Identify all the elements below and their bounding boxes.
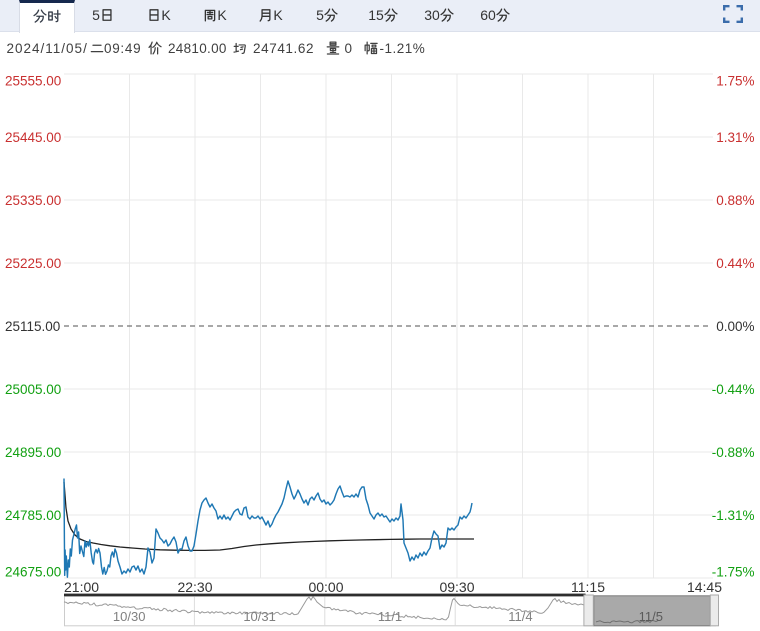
svg-text:22:30: 22:30 (177, 579, 212, 595)
svg-text:00:00: 00:00 (308, 579, 343, 595)
svg-text:25555.00: 25555.00 (5, 74, 61, 89)
svg-text:0.00%: 0.00% (716, 319, 754, 334)
svg-text:21:00: 21:00 (64, 579, 99, 595)
svg-text:25445.00: 25445.00 (5, 130, 61, 145)
svg-text:1.31%: 1.31% (716, 130, 754, 145)
svg-text:-0.44%: -0.44% (712, 382, 755, 397)
svg-text:0.44%: 0.44% (716, 256, 754, 271)
svg-text:11/5: 11/5 (639, 609, 663, 624)
svg-text:14:45: 14:45 (687, 579, 722, 595)
svg-text:25005.00: 25005.00 (5, 382, 61, 397)
svg-text:25225.00: 25225.00 (5, 256, 61, 271)
svg-text:1.75%: 1.75% (716, 74, 754, 89)
svg-text:25115.00: 25115.00 (5, 319, 60, 334)
svg-text:0.88%: 0.88% (716, 193, 754, 208)
svg-text:10/31: 10/31 (243, 609, 276, 624)
svg-text:09:30: 09:30 (439, 579, 474, 595)
svg-text:25335.00: 25335.00 (5, 193, 61, 208)
svg-text:10/30: 10/30 (113, 609, 146, 624)
svg-text:24895.00: 24895.00 (5, 445, 61, 460)
svg-text:11/4: 11/4 (508, 609, 532, 624)
svg-text:11/1: 11/1 (378, 609, 402, 624)
svg-text:11:15: 11:15 (571, 579, 605, 595)
svg-text:-0.88%: -0.88% (712, 445, 755, 460)
svg-text:-1.31%: -1.31% (712, 508, 755, 523)
svg-text:24785.00: 24785.00 (5, 508, 61, 523)
svg-text:24675.00: 24675.00 (5, 564, 61, 579)
svg-text:-1.75%: -1.75% (712, 564, 755, 579)
